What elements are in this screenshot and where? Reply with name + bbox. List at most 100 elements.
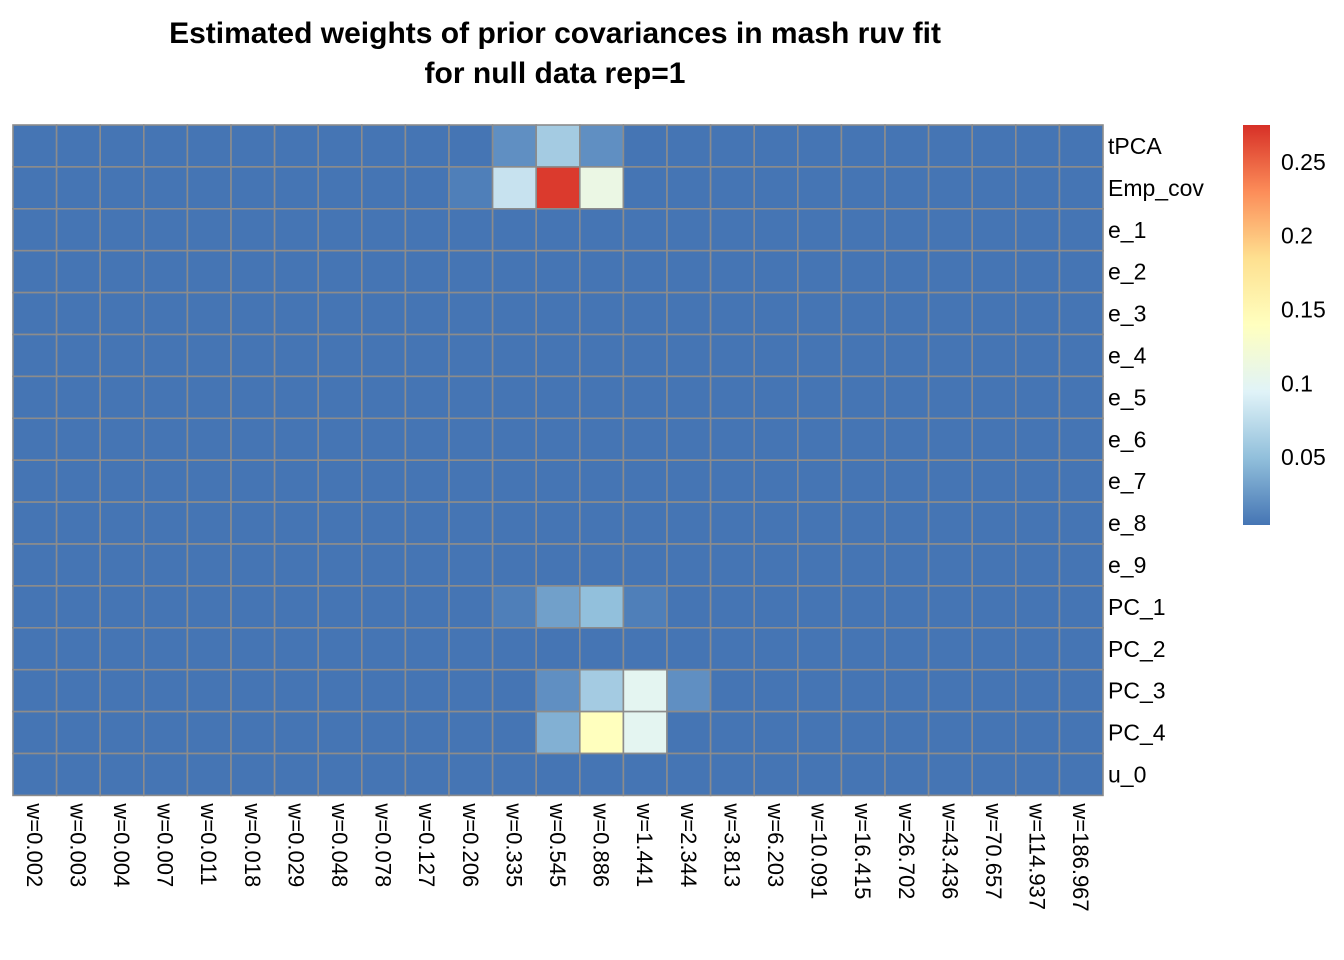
heatmap-cell: PC_1, w=0.206: 0 — [448, 585, 494, 629]
heatmap-cell: Emp_cov, w=0.886: 0.11 — [578, 166, 625, 210]
heatmap-cell: e_3, w=0.886: 0 — [578, 291, 625, 336]
heatmap-cell: e_4, w=43.436: 0 — [927, 333, 973, 378]
heatmap-cell: e_7, w=26.702: 0 — [884, 459, 930, 503]
heatmap-cell: e_9, w=0.127: 0 — [404, 543, 450, 587]
heatmap-cell: e_6, w=1.441: 0 — [622, 417, 668, 461]
heatmap-cell: Emp_cov, w=26.702: 0 — [884, 166, 930, 210]
column-label: w=6.203 — [763, 802, 788, 887]
heatmap-cell: e_7, w=0.018: 0 — [230, 459, 276, 503]
heatmap-cell: e_8, w=10.091: 0 — [796, 501, 843, 545]
heatmap-cell: PC_2, w=2.344: 0 — [666, 626, 712, 671]
heatmap-cell: e_6, w=6.203: 0 — [753, 417, 799, 461]
heatmap-cell: e_4, w=0.007: 0 — [143, 333, 189, 378]
heatmap-cell: e_4, w=0.127: 0 — [404, 333, 450, 378]
heatmap-cell: PC_4, w=2.344: 0 — [666, 710, 712, 755]
heatmap-cell: e_5, w=16.415: 0 — [840, 375, 886, 420]
heatmap-cell: Emp_cov, w=0.011: 0 — [186, 166, 232, 210]
heatmap-cell: e_6, w=26.702: 0 — [884, 417, 930, 461]
heatmap-cell: PC_2, w=0.335: 0 — [491, 626, 538, 671]
heatmap-cell: e_8, w=0.003: 0 — [55, 501, 101, 545]
heatmap-cell: e_2, w=0.004: 0 — [99, 249, 145, 294]
heatmap-cell: PC_4, w=114.937: 0 — [1014, 710, 1061, 755]
heatmap-cell: u_0, w=0.011: 0 — [186, 752, 232, 797]
heatmap-cell: PC_3, w=0.011: 0 — [186, 668, 232, 713]
heatmap-cell: PC_3, w=0.545: 0.02 — [535, 668, 581, 713]
row-label: e_2 — [1108, 259, 1146, 285]
heatmap-cell: PC_2, w=0.004: 0 — [99, 626, 145, 671]
heatmap-cell: u_0, w=0.018: 0 — [230, 752, 276, 797]
heatmap-cell: e_2, w=0.018: 0 — [230, 249, 276, 294]
row-labels: tPCA Emp_cov e_1 e_2 e_3 e_4 e_5 e_6 e_7 e_8 e_9 PC… — [1108, 133, 1204, 788]
heatmap-cell: e_5, w=0.335: 0 — [491, 375, 538, 420]
heatmap-cell: e_4, w=0.886: 0 — [578, 333, 625, 378]
row-label: u_0 — [1108, 762, 1146, 788]
heatmap-cell: e_3, w=70.657: 0 — [971, 291, 1017, 336]
heatmap-cell: e_6, w=0.029: 0 — [273, 417, 320, 461]
heatmap-cell: u_0, w=0.007: 0 — [143, 752, 189, 797]
heatmap-cell: e_3, w=6.203: 0 — [753, 291, 799, 336]
heatmap-cell: e_1, w=114.937: 0 — [1014, 208, 1061, 252]
heatmap-cell: e_1, w=26.702: 0 — [884, 208, 930, 252]
heatmap-cell: e_4, w=186.967: 0 — [1058, 333, 1104, 378]
heatmap-cell: PC_1, w=0.004: 0 — [99, 585, 145, 629]
heatmap-cell: e_2, w=0.011: 0 — [186, 249, 232, 294]
heatmap-cell: e_3, w=0.004: 0 — [99, 291, 145, 336]
heatmap-cell: PC_3, w=26.702: 0 — [884, 668, 930, 713]
heatmap-cell: Emp_cov, w=0.545: 0.27 — [535, 166, 581, 210]
heatmap-cell: e_1, w=0.029: 0 — [273, 208, 320, 252]
heatmap-cell: e_8, w=0.007: 0 — [143, 501, 189, 545]
heatmap-cell: PC_2, w=6.203: 0 — [753, 626, 799, 671]
heatmap-cell: Emp_cov, w=6.203: 0 — [753, 166, 799, 210]
column-label: w=186.967 — [1068, 802, 1093, 911]
heatmap-cell: u_0, w=0.002: 0 — [12, 752, 58, 797]
column-label: w=0.004 — [109, 802, 134, 887]
heatmap-cell: Emp_cov, w=2.344: 0 — [666, 166, 712, 210]
heatmap-cell: e_4, w=6.203: 0 — [753, 333, 799, 378]
heatmap-cell: PC_1, w=0.007: 0 — [143, 585, 189, 629]
row-label: PC_4 — [1108, 720, 1166, 746]
heatmap-cell: Emp_cov, w=10.091: 0 — [796, 166, 843, 210]
heatmap-cell: e_7, w=114.937: 0 — [1014, 459, 1061, 503]
column-label: w=0.018 — [240, 802, 265, 887]
heatmap-cell: e_9, w=0.545: 0 — [535, 543, 581, 587]
heatmap-cell: e_9, w=0.018: 0 — [230, 543, 276, 587]
heatmap-cell: PC_3, w=0.002: 0 — [12, 668, 58, 713]
heatmap-cell: e_6, w=10.091: 0 — [796, 417, 843, 461]
heatmap-cell: PC_3, w=0.007: 0 — [143, 668, 189, 713]
heatmap-cell: e_5, w=43.436: 0 — [927, 375, 973, 420]
heatmap-cell: PC_2, w=0.206: 0 — [448, 626, 494, 671]
heatmap-cell: e_7, w=10.091: 0 — [796, 459, 843, 503]
heatmap-cell: PC_2, w=0.011: 0 — [186, 626, 232, 671]
heatmap-cell: e_1, w=0.886: 0 — [578, 208, 625, 252]
heatmap-cell: PC_2, w=70.657: 0 — [971, 626, 1017, 671]
heatmap-cell: e_6, w=0.886: 0 — [578, 417, 625, 461]
heatmap-cell: PC_2, w=0.003: 0 — [55, 626, 101, 671]
heatmap-cell: u_0, w=0.545: 0 — [535, 752, 581, 797]
heatmap-cell: e_2, w=0.003: 0 — [55, 249, 101, 294]
heatmap-cell: PC_4, w=0.335: 0 — [491, 710, 538, 755]
colorbar-tick-label: 0.25 — [1281, 149, 1326, 175]
heatmap-cell: e_9, w=0.002: 0 — [12, 543, 58, 587]
heatmap-cell: PC_4, w=0.545: 0.04 — [535, 710, 581, 755]
heatmap-cell: PC_4, w=0.011: 0 — [186, 710, 232, 755]
heatmap-cell: e_1, w=0.335: 0 — [491, 208, 538, 252]
heatmap-cell: PC_4, w=0.206: 0 — [448, 710, 494, 755]
heatmap-cell: e_7, w=3.813: 0 — [709, 459, 755, 503]
heatmap-cell: e_3, w=0.003: 0 — [55, 291, 101, 336]
heatmap-cell: e_6, w=43.436: 0 — [927, 417, 973, 461]
chart-title: Estimated weights of prior covariances i… — [0, 14, 1110, 94]
heatmap-cell: tPCA, w=70.657: 0 — [971, 124, 1017, 168]
heatmap-cell: PC_1, w=10.091: 0 — [796, 585, 843, 629]
heatmap-cell: u_0, w=3.813: 0 — [709, 752, 755, 797]
heatmap-cell: PC_1, w=0.127: 0 — [404, 585, 450, 629]
heatmap-cell: e_1, w=0.011: 0 — [186, 208, 232, 252]
heatmap-cell: e_7, w=0.029: 0 — [273, 459, 320, 503]
heatmap-cell: e_8, w=0.011: 0 — [186, 501, 232, 545]
heatmap-cell: e_4, w=3.813: 0 — [709, 333, 755, 378]
heatmap-cell: e_7, w=2.344: 0 — [666, 459, 712, 503]
heatmap-cell: PC_1, w=114.937: 0 — [1014, 585, 1061, 629]
row-label: tPCA — [1108, 133, 1162, 159]
column-label: w=0.011 — [196, 802, 221, 885]
heatmap-cell: e_8, w=186.967: 0 — [1058, 501, 1104, 545]
heatmap-cell: PC_4, w=0.886: 0.14 — [578, 710, 625, 755]
